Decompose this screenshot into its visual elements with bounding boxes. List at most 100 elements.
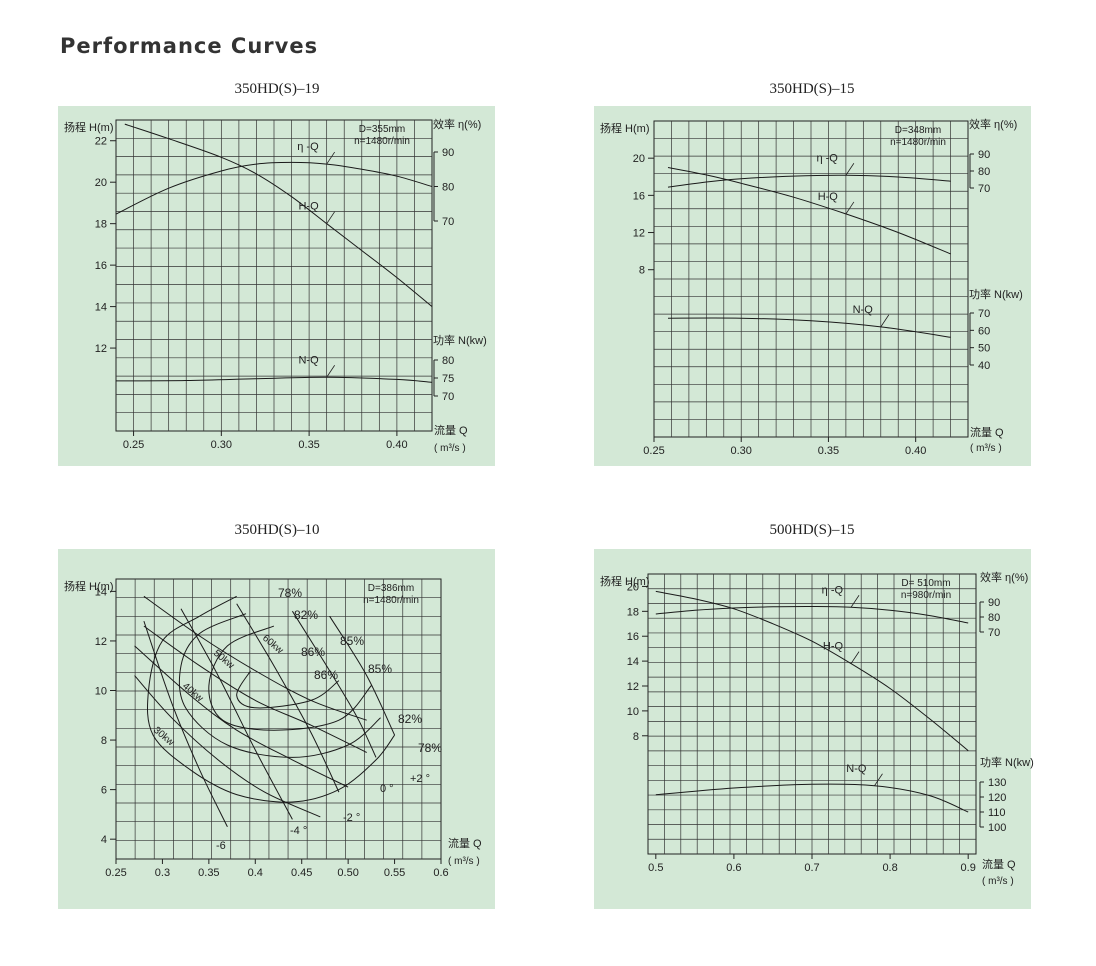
series-leader-q — [326, 151, 335, 165]
power-label: 60kw — [260, 633, 286, 657]
y-tick-label: 8 — [639, 265, 645, 277]
series-line-n-q — [115, 376, 433, 383]
x-tick-label: 0.35 — [818, 445, 839, 457]
x-axis-label: 流量 Q — [982, 857, 1016, 871]
x-tick-label: 0.40 — [386, 439, 407, 451]
y-tick-label: 12 — [95, 636, 107, 648]
series-line-50kw — [143, 625, 367, 753]
power-tick-label: 80 — [442, 355, 454, 367]
info-text: D=355mm — [359, 124, 405, 135]
blade-angle-label: -2 ° — [343, 812, 360, 824]
y-tick-label: 20 — [95, 177, 107, 189]
series-leader-q — [845, 163, 855, 176]
series-line-4 — [180, 608, 293, 820]
x-tick-label: 0.25 — [105, 867, 126, 879]
x-axis-unit: ( m³/s ) — [434, 443, 466, 454]
chart-title-500hds-15: 500HD(S)–15 — [769, 522, 855, 538]
series-leader-n-q — [874, 773, 883, 786]
y-axis-label: 扬程 H(m) — [64, 579, 114, 593]
info-text: n=1480r/min — [363, 595, 419, 606]
info-text: n=1480r/min — [354, 136, 410, 147]
series-label-q: η -Q — [822, 584, 844, 596]
series-line-n-q — [655, 783, 969, 813]
x-axis-label: 流量 Q — [434, 423, 468, 437]
y-tick-label: 16 — [633, 190, 645, 202]
efficiency-tick-label: 70 — [978, 183, 990, 195]
series-line-q — [667, 174, 951, 188]
x-tick-label: 0.30 — [211, 439, 232, 451]
series-label-n-q: N-Q — [298, 354, 319, 366]
efficiency-tick-label: 80 — [442, 182, 454, 194]
efficiency-label: 85% — [340, 634, 364, 648]
series-leader-h-q — [845, 201, 855, 215]
power-tick-label: 100 — [988, 822, 1006, 834]
power-axis-label: 功率 N(kw) — [433, 333, 487, 347]
series-line-78 — [146, 595, 396, 803]
page-title: Performance Curves — [60, 34, 319, 58]
efficiency-tick-label: 70 — [988, 627, 1000, 639]
power-tick-label: 75 — [442, 373, 454, 385]
chart-panel-500hds-15: 0.5 0.6 0.7 0.8 0.9 8 10 12 14 16 18 20 扬程 H(m) 流量 Q (… — [594, 549, 1034, 909]
y-tick-label: 12 — [95, 343, 107, 355]
chart-350hds-10: 0.25 0.3 0.35 0.4 0.45 0.50 0.55 0.6 4 6 8 10 12 14扬程… — [64, 578, 482, 879]
power-tick-label: 120 — [988, 792, 1006, 804]
series-line-40kw — [134, 645, 349, 788]
power-tick-label: 70 — [978, 308, 990, 320]
y-tick-label: 4 — [101, 834, 107, 846]
x-tick-label: 0.25 — [123, 439, 144, 451]
x-tick-label: 0.25 — [643, 445, 664, 457]
chart-title-350hds-10: 350HD(S)–10 — [234, 522, 320, 538]
x-tick-label: 0.30 — [731, 445, 752, 457]
efficiency-label: 85% — [368, 662, 392, 676]
chart-title-350hds-19: 350HD(S)–19 — [234, 81, 320, 97]
series-line-6 — [143, 620, 228, 828]
series-label-h-q: H-Q — [823, 641, 844, 653]
x-tick-label: 0.55 — [384, 867, 405, 879]
y-tick-label: 16 — [627, 631, 639, 643]
series-line-n-q — [667, 317, 951, 338]
y-axis-label: 扬程 H(m) — [600, 574, 650, 588]
x-tick-label: 0.35 — [298, 439, 319, 451]
series-line-0 — [291, 610, 377, 758]
series-line-30kw — [134, 675, 321, 818]
y-axis-label: 扬程 H(m) — [600, 121, 650, 135]
series-line-86 — [236, 670, 340, 709]
efficiency-label: 78% — [418, 741, 442, 755]
x-tick-label: 0.4 — [248, 867, 263, 879]
y-tick-label: 18 — [95, 219, 107, 231]
x-tick-label: 0.3 — [155, 867, 170, 879]
series-line-h-q — [655, 590, 969, 752]
y-tick-label: 20 — [627, 581, 639, 593]
power-axis-label: 功率 N(kw) — [980, 755, 1034, 769]
power-label: 40kw — [180, 681, 206, 705]
x-tick-label: 0.45 — [291, 867, 312, 879]
power-tick-label: 60 — [978, 325, 990, 337]
y-tick-label: 10 — [627, 706, 639, 718]
series-label-h-q: H-Q — [298, 201, 319, 213]
series-line-q — [655, 605, 969, 624]
efficiency-label: 82% — [398, 712, 422, 726]
efficiency-label: 78% — [278, 586, 302, 600]
y-tick-label: 14 — [627, 656, 639, 668]
y-tick-label: 6 — [101, 785, 107, 797]
blade-angle-label: +2 ° — [410, 773, 430, 785]
power-tick-label: 50 — [978, 343, 990, 355]
y-tick-label: 14 — [95, 302, 107, 314]
series-line-h-q — [124, 123, 433, 307]
y-tick-label: 12 — [627, 681, 639, 693]
x-tick-label: 0.6 — [433, 867, 448, 879]
y-tick-label: 10 — [95, 686, 107, 698]
efficiency-axis-label: 效率 η(%) — [980, 570, 1028, 584]
series-line-2 — [329, 615, 396, 736]
power-label: 50kw — [211, 648, 237, 672]
efficiency-tick-label: 90 — [988, 597, 1000, 609]
efficiency-tick-label: 90 — [978, 149, 990, 161]
efficiency-tick-label: 90 — [442, 147, 454, 159]
series-line-60kw — [143, 595, 367, 721]
y-tick-label: 14 — [95, 586, 107, 598]
y-tick-label: 22 — [95, 136, 107, 148]
series-label-n-q: N-Q — [853, 304, 874, 316]
series-line-2 — [236, 603, 340, 793]
x-tick-label: 0.40 — [905, 445, 926, 457]
power-tick-label: 40 — [978, 360, 990, 372]
